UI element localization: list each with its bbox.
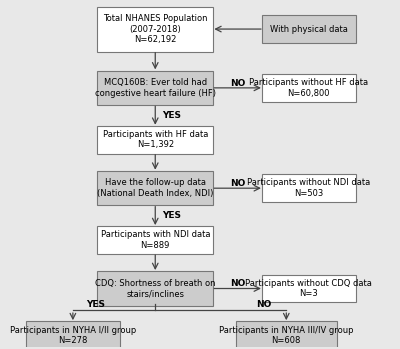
Text: Participants in NYHA III/IV group
N=608: Participants in NYHA III/IV group N=608 — [219, 326, 354, 345]
Text: MCQ160B: Ever told had
congestive heart failure (HF): MCQ160B: Ever told had congestive heart … — [95, 78, 216, 98]
Text: NO: NO — [230, 279, 245, 288]
FancyBboxPatch shape — [97, 226, 213, 254]
Text: Participants with NDI data
N=889: Participants with NDI data N=889 — [100, 230, 210, 250]
Text: Have the follow-up data
(National Death Index, NDI): Have the follow-up data (National Death … — [97, 178, 214, 198]
Text: CDQ: Shortness of breath on
stairs/inclines: CDQ: Shortness of breath on stairs/incli… — [95, 279, 216, 298]
Text: With physical data: With physical data — [270, 24, 348, 34]
FancyBboxPatch shape — [236, 321, 337, 349]
Text: NO: NO — [230, 79, 245, 88]
FancyBboxPatch shape — [97, 70, 213, 105]
FancyBboxPatch shape — [26, 321, 120, 349]
Text: NO: NO — [256, 300, 272, 310]
FancyBboxPatch shape — [262, 174, 356, 202]
FancyBboxPatch shape — [262, 74, 356, 102]
FancyBboxPatch shape — [97, 171, 213, 206]
FancyBboxPatch shape — [97, 7, 213, 52]
Text: Participants with HF data
N=1,392: Participants with HF data N=1,392 — [102, 130, 208, 149]
Text: Participants without HF data
N=60,800: Participants without HF data N=60,800 — [249, 78, 368, 98]
Text: Participants in NYHA I/II group
N=278: Participants in NYHA I/II group N=278 — [10, 326, 136, 345]
Text: Participants without CDQ data
N=3: Participants without CDQ data N=3 — [245, 279, 372, 298]
FancyBboxPatch shape — [262, 275, 356, 302]
FancyBboxPatch shape — [262, 15, 356, 43]
Text: YES: YES — [163, 111, 182, 120]
FancyBboxPatch shape — [97, 271, 213, 306]
Text: Total NHANES Population
(2007-2018)
N=62,192: Total NHANES Population (2007-2018) N=62… — [103, 14, 208, 44]
Text: NO: NO — [230, 179, 245, 188]
Text: Participants without NDI data
N=503: Participants without NDI data N=503 — [247, 178, 370, 198]
Text: YES: YES — [163, 211, 182, 220]
FancyBboxPatch shape — [97, 126, 213, 154]
Text: YES: YES — [86, 300, 105, 310]
